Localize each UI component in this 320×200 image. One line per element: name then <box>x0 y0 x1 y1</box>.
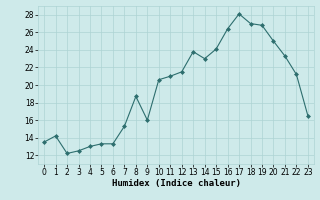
X-axis label: Humidex (Indice chaleur): Humidex (Indice chaleur) <box>111 179 241 188</box>
